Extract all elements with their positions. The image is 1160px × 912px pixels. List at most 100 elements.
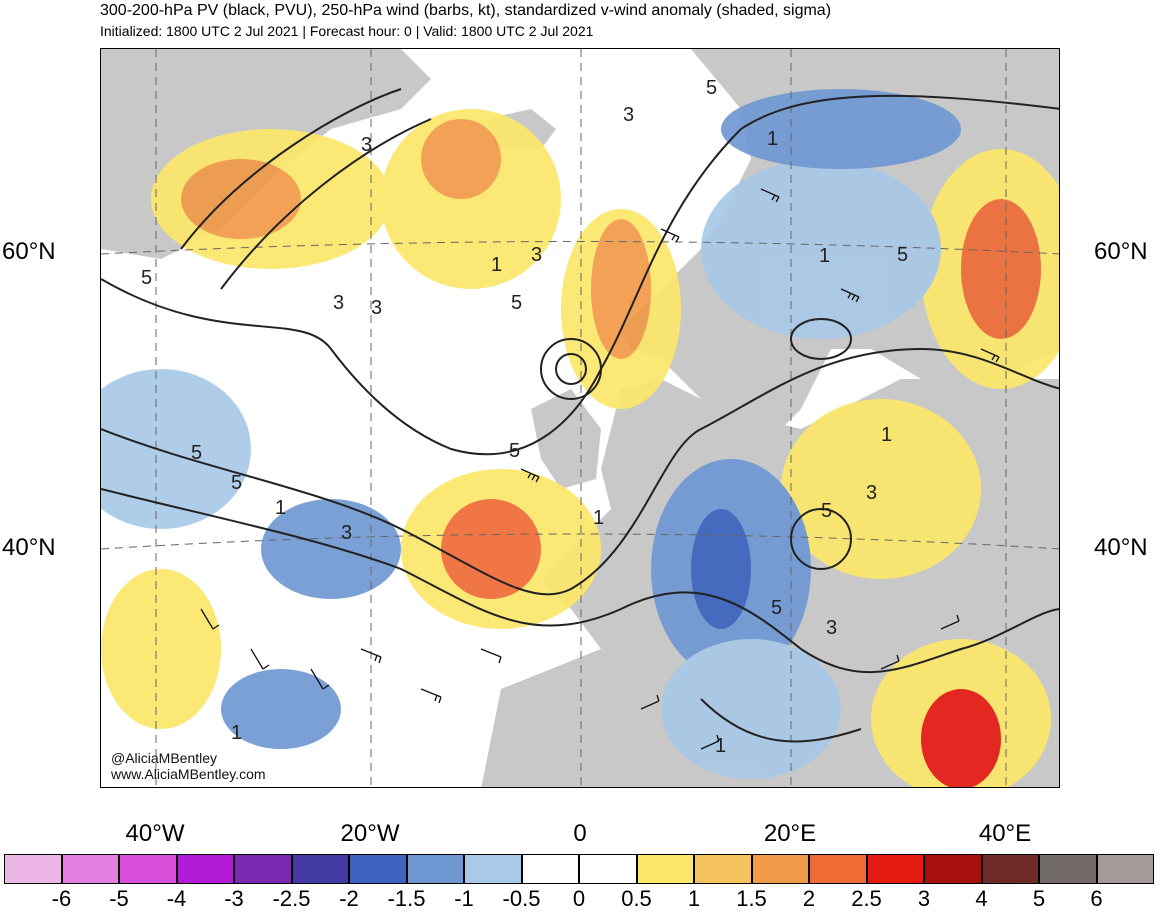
colorbar-label: -1.5 xyxy=(387,886,426,911)
colorbar-swatch xyxy=(61,854,119,884)
anomaly-blob xyxy=(261,499,401,599)
colorbar-labels: -6 -5 -4 -3 -2.5 -2 -1.5 -1 -0.5 0 0.5 1 1.5 2 2.5 3 4 5 6 xyxy=(0,886,1160,912)
colorbar-swatch xyxy=(234,854,292,884)
colorbar-swatch xyxy=(521,854,579,884)
colorbar-swatch xyxy=(866,854,924,884)
contour-label: 1 xyxy=(231,722,242,744)
lat-label-right-60: 60°N xyxy=(1094,238,1148,265)
lon-label-20e: 20°E xyxy=(763,820,817,847)
colorbar-label: 1 xyxy=(687,886,701,911)
colorbar-swatch xyxy=(291,854,349,884)
lon-label-20w: 20°W xyxy=(340,820,400,847)
credit-url: www.AliciaMBentley.com xyxy=(110,766,266,782)
colorbar-swatch xyxy=(981,854,1039,884)
wind-barb xyxy=(250,648,270,670)
colorbar-label: -3 xyxy=(224,886,244,911)
colorbar-label: 6 xyxy=(1090,886,1103,911)
anomaly-blob xyxy=(591,219,651,359)
colorbar-swatch xyxy=(924,854,982,884)
lon-label-40e: 40°E xyxy=(978,820,1032,847)
contour-label: 5 xyxy=(191,442,202,464)
colorbar-label: 5 xyxy=(1032,886,1046,911)
contour-labels: 5 3 5 3 1 3 1 5 1 3 5 5 1 5 3 1 3 5 5 3 … xyxy=(141,77,908,757)
lat-label-left-40: 40°N xyxy=(2,534,56,561)
wind-barb xyxy=(480,648,502,664)
contour-label: 3 xyxy=(531,244,542,266)
credit-handle: @AliciaMBentley xyxy=(111,750,217,766)
colorbar-label: -5 xyxy=(109,886,129,911)
wind-barb xyxy=(760,188,780,203)
contour-label: 3 xyxy=(361,134,372,156)
anomaly-blob xyxy=(421,119,501,199)
wind-barb xyxy=(520,468,540,483)
contour-label: 5 xyxy=(706,77,717,99)
contour-label: 3 xyxy=(826,617,837,639)
contour-label: 1 xyxy=(819,245,830,267)
colorbar-label: 1.5 xyxy=(736,886,767,911)
wind-barb xyxy=(940,614,960,630)
contour-label: 1 xyxy=(767,128,778,150)
map-title: 300-200-hPa PV (black, PVU), 250-hPa win… xyxy=(100,2,832,19)
anomaly-blob xyxy=(101,569,221,729)
wind-barb xyxy=(360,648,382,664)
anomaly-blob xyxy=(661,639,841,779)
colorbar-swatch xyxy=(4,854,62,884)
anomaly-blob xyxy=(721,89,961,169)
contour-label: 5 xyxy=(821,500,832,522)
colorbar-label: 2.5 xyxy=(851,886,882,911)
colorbar-swatch xyxy=(1039,854,1097,884)
wind-barb xyxy=(200,608,220,630)
contour-label: 1 xyxy=(593,507,604,529)
colorbar-swatch xyxy=(809,854,867,884)
map-panel: 5 3 5 3 1 3 1 5 1 3 5 5 1 5 3 1 3 5 5 3 … xyxy=(100,48,1060,788)
wind-barb xyxy=(660,228,680,243)
colorbar-swatch xyxy=(579,854,637,884)
contour-label: 1 xyxy=(275,497,286,519)
lat-label-right-40: 40°N xyxy=(1094,534,1148,561)
pv-contours xyxy=(101,88,1059,743)
anomaly-blob xyxy=(921,689,1001,787)
colorbar-label: -2 xyxy=(339,886,359,911)
wind-barb xyxy=(980,348,1000,363)
contour-label: 3 xyxy=(866,482,877,504)
colorbar-swatch xyxy=(464,854,522,884)
colorbar-swatch xyxy=(349,854,407,884)
anomaly-blob xyxy=(221,669,341,749)
map-canvas: 5 3 5 3 1 3 1 5 1 3 5 5 1 5 3 1 3 5 5 3 … xyxy=(101,49,1059,787)
contour-label: 3 xyxy=(623,104,634,126)
colorbar-label: 2 xyxy=(802,886,816,911)
anomaly-blob xyxy=(101,369,251,529)
contour-label: 5 xyxy=(141,267,152,289)
colorbar-swatch xyxy=(636,854,694,884)
anomaly-blob xyxy=(181,159,301,239)
lat-label-left-60: 60°N xyxy=(2,238,56,265)
colorbar-label: 0 xyxy=(572,886,586,911)
wind-barb xyxy=(640,694,660,710)
contour-label: 5 xyxy=(897,244,908,266)
contour-label: 5 xyxy=(231,472,242,494)
wind-barb xyxy=(310,668,330,690)
wind-barb xyxy=(420,688,442,704)
colorbar-swatch xyxy=(406,854,464,884)
colorbar-label: 3 xyxy=(917,886,931,911)
anomaly-blob xyxy=(691,509,751,629)
colorbar-label: -2.5 xyxy=(272,886,311,911)
contour-label: 3 xyxy=(341,522,352,544)
colorbar-label: -0.5 xyxy=(502,886,541,911)
wind-barb xyxy=(880,654,900,670)
colorbar-label: -4 xyxy=(166,886,187,911)
britain-land xyxy=(531,389,601,489)
wind-barb xyxy=(840,288,860,303)
colorbar-swatch xyxy=(751,854,809,884)
colorbar-label: 0.5 xyxy=(621,886,652,911)
colorbar-label: -1 xyxy=(454,886,474,911)
colorbar-label: 4 xyxy=(975,886,988,911)
contour-label: 3 xyxy=(333,292,344,314)
contour-label: 5 xyxy=(771,597,782,619)
colorbar xyxy=(4,854,1154,884)
wind-barbs xyxy=(200,188,1000,750)
lon-label-0: 0 xyxy=(573,820,587,847)
colorbar-label: -6 xyxy=(51,886,72,911)
contour-label: 5 xyxy=(511,292,522,314)
colorbar-swatch xyxy=(1096,854,1154,884)
